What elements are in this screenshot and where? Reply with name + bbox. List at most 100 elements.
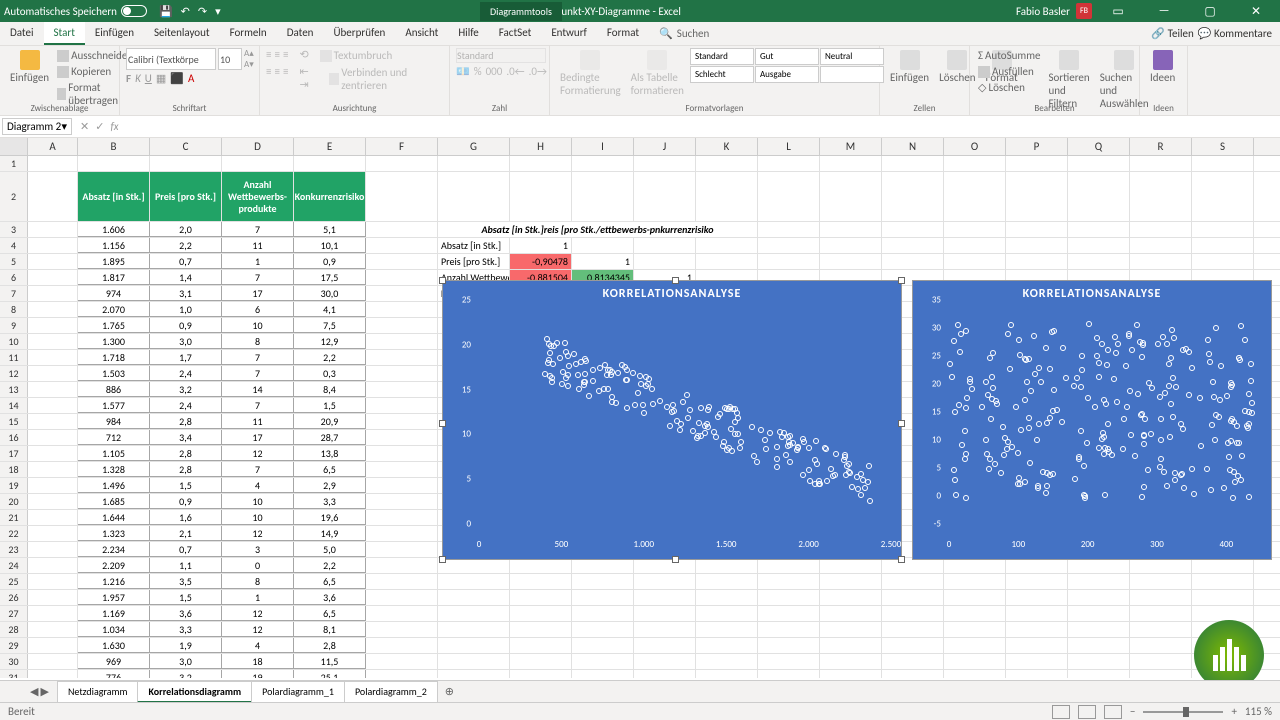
cell[interactable] — [1006, 654, 1068, 669]
cell[interactable]: 1.496 — [78, 478, 150, 493]
cell[interactable]: 1,0 — [150, 302, 222, 317]
bold-button[interactable]: F — [126, 72, 131, 85]
cell[interactable] — [1006, 254, 1068, 269]
row-header[interactable]: 18 — [0, 462, 28, 477]
row-header[interactable]: 12 — [0, 366, 28, 381]
row-header[interactable]: 30 — [0, 654, 28, 669]
cell[interactable] — [820, 654, 882, 669]
cell[interactable] — [1006, 222, 1068, 237]
col-header[interactable]: F — [366, 138, 438, 155]
cell[interactable] — [28, 478, 78, 493]
cell[interactable]: 17 — [222, 286, 294, 301]
add-sheet-button[interactable]: ⊕ — [437, 682, 462, 701]
cell[interactable] — [696, 638, 758, 653]
clear-button[interactable]: ◇Löschen — [976, 80, 1042, 95]
cell[interactable] — [28, 558, 78, 573]
cell[interactable] — [366, 414, 438, 429]
row-header[interactable]: 28 — [0, 622, 28, 637]
italic-button[interactable]: K — [135, 72, 141, 85]
cell[interactable]: 3,0 — [150, 654, 222, 669]
cell[interactable] — [758, 238, 820, 253]
cell[interactable]: 1,5 — [150, 590, 222, 605]
font-size-input[interactable] — [218, 48, 242, 70]
cell[interactable] — [28, 156, 78, 171]
cell[interactable] — [438, 606, 510, 621]
number-format-select[interactable] — [456, 48, 546, 63]
cell[interactable]: 1.156 — [78, 238, 150, 253]
cell[interactable]: 13,8 — [294, 446, 366, 461]
cell[interactable] — [944, 654, 1006, 669]
cell[interactable] — [1068, 156, 1130, 171]
cell[interactable] — [366, 398, 438, 413]
cell[interactable] — [366, 638, 438, 653]
col-header[interactable]: E — [294, 138, 366, 155]
cell[interactable] — [1192, 156, 1254, 171]
cell[interactable] — [634, 238, 696, 253]
cell[interactable]: 4,1 — [294, 302, 366, 317]
cell[interactable] — [1068, 622, 1130, 637]
col-header[interactable]: S — [1192, 138, 1254, 155]
view-break-icon[interactable] — [1104, 705, 1122, 719]
row-header[interactable]: 3 — [0, 222, 28, 237]
cell[interactable] — [696, 670, 758, 678]
cell[interactable] — [634, 558, 696, 573]
cell[interactable] — [634, 654, 696, 669]
search-icon[interactable]: 🔍 — [659, 27, 673, 40]
cell[interactable]: 1.216 — [78, 574, 150, 589]
cell[interactable] — [696, 156, 758, 171]
cell[interactable] — [820, 172, 882, 221]
cell[interactable]: 19,6 — [294, 510, 366, 525]
cell[interactable]: 776 — [78, 670, 150, 678]
cell[interactable] — [366, 526, 438, 541]
cell[interactable]: 1 — [222, 590, 294, 605]
cell[interactable]: 2.234 — [78, 542, 150, 557]
cell[interactable]: 2,2 — [294, 350, 366, 365]
menu-tab-einfügen[interactable]: Einfügen — [85, 22, 144, 45]
cell[interactable] — [366, 558, 438, 573]
cell[interactable]: 17,5 — [294, 270, 366, 285]
cell[interactable]: 6,5 — [294, 606, 366, 621]
user-avatar[interactable]: FB — [1076, 3, 1092, 19]
cell[interactable]: 969 — [78, 654, 150, 669]
cell[interactable] — [634, 254, 696, 269]
cell[interactable] — [758, 590, 820, 605]
cell[interactable] — [758, 156, 820, 171]
cell[interactable] — [820, 590, 882, 605]
cell[interactable] — [1006, 156, 1068, 171]
cell[interactable] — [634, 670, 696, 678]
cell[interactable] — [944, 254, 1006, 269]
row-header[interactable]: 24 — [0, 558, 28, 573]
cell[interactable] — [1068, 654, 1130, 669]
cell[interactable] — [366, 382, 438, 397]
col-header[interactable]: K — [696, 138, 758, 155]
cell[interactable] — [572, 172, 634, 221]
cell[interactable] — [28, 366, 78, 381]
cell[interactable] — [28, 494, 78, 509]
cell[interactable] — [882, 172, 944, 221]
chart-2[interactable]: KORRELATIONSANALYSE -505101520253035 010… — [912, 280, 1272, 560]
cell[interactable] — [510, 558, 572, 573]
cell[interactable]: 1.577 — [78, 398, 150, 413]
cell[interactable] — [572, 590, 634, 605]
cell[interactable] — [572, 654, 634, 669]
row-header[interactable]: 11 — [0, 350, 28, 365]
cell[interactable] — [1006, 670, 1068, 678]
undo-icon[interactable]: ↶ — [181, 5, 190, 18]
comments-button[interactable]: 💬 Kommentare — [1198, 27, 1272, 40]
cell[interactable]: 12,9 — [294, 334, 366, 349]
cell[interactable]: Preis [pro Stk.] — [150, 172, 222, 221]
cell[interactable] — [572, 156, 634, 171]
cell[interactable] — [882, 606, 944, 621]
cell[interactable]: 12 — [222, 606, 294, 621]
menu-tab-start[interactable]: Start — [44, 22, 85, 45]
chart-title[interactable]: KORRELATIONSANALYSE — [913, 281, 1271, 307]
cell[interactable] — [28, 382, 78, 397]
row-header[interactable]: 16 — [0, 430, 28, 445]
ideas-button[interactable]: Ideen — [1146, 48, 1179, 86]
cell[interactable] — [944, 222, 1006, 237]
cell[interactable] — [1130, 654, 1192, 669]
cell[interactable] — [882, 622, 944, 637]
cell[interactable]: 7 — [222, 462, 294, 477]
cell[interactable] — [28, 430, 78, 445]
col-header[interactable]: A — [28, 138, 78, 155]
